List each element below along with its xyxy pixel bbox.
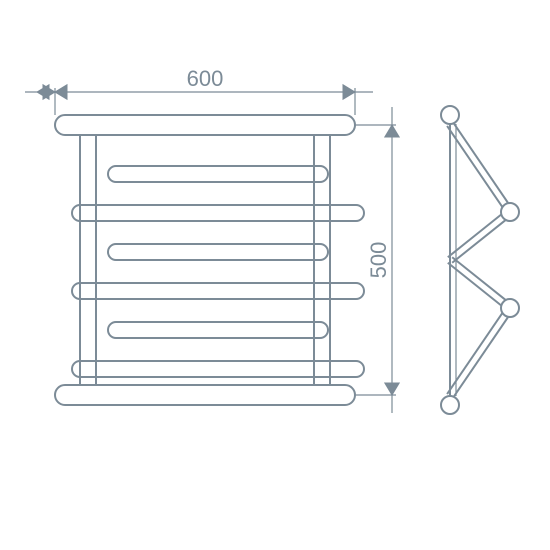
technical-drawing: 600 500 — [0, 0, 550, 550]
svg-text:600: 600 — [187, 66, 224, 91]
svg-text:500: 500 — [366, 242, 391, 279]
